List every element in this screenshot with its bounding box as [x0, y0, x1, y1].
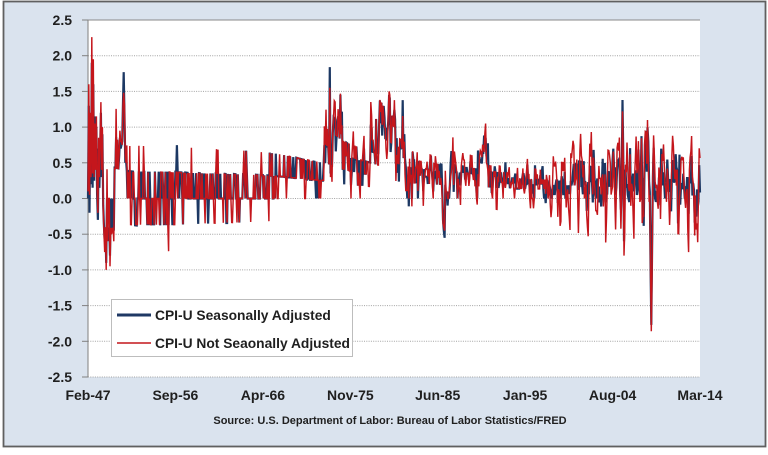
- svg-text:2.5: 2.5: [53, 12, 73, 28]
- svg-text:1.5: 1.5: [53, 83, 73, 99]
- svg-text:-2.5: -2.5: [48, 369, 72, 385]
- svg-text:Apr-66: Apr-66: [241, 387, 286, 403]
- svg-text:Mar-14: Mar-14: [677, 387, 722, 403]
- svg-text:Nov-75: Nov-75: [327, 387, 374, 403]
- svg-text:-1.5: -1.5: [48, 298, 72, 314]
- svg-text:CPI-U Seasonally Adjusted: CPI-U Seasonally Adjusted: [155, 308, 331, 323]
- svg-text:0.5: 0.5: [53, 155, 73, 171]
- svg-text:-0.5: -0.5: [48, 226, 72, 242]
- svg-text:-2.0: -2.0: [48, 333, 72, 349]
- svg-text:Feb-47: Feb-47: [65, 387, 110, 403]
- svg-text:Jun-85: Jun-85: [415, 387, 460, 403]
- svg-text:1.0: 1.0: [53, 119, 73, 135]
- svg-text:Jan-95: Jan-95: [503, 387, 548, 403]
- svg-text:Aug-04: Aug-04: [589, 387, 637, 403]
- svg-text:0.0: 0.0: [53, 191, 73, 207]
- svg-text:Sep-56: Sep-56: [152, 387, 198, 403]
- svg-text:Source: U.S. Department of Lab: Source: U.S. Department of Labor: Bureau…: [213, 415, 566, 427]
- svg-text:2.0: 2.0: [53, 48, 73, 64]
- svg-text:CPI-U Not Seaonally Adjusted: CPI-U Not Seaonally Adjusted: [155, 336, 350, 351]
- svg-text:-1.0: -1.0: [48, 262, 72, 278]
